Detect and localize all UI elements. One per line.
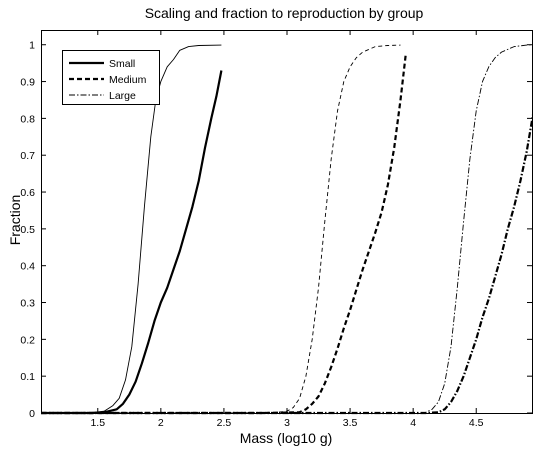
y-tick-label: 0.8 [20,113,35,125]
series-medium-thick-line [41,55,407,415]
series-small-thick-line [41,70,223,415]
y-tick-label: 0.6 [20,187,35,199]
x-tick-label: 2 [158,417,164,429]
chart-title: Scaling and fraction to reproduction by … [145,5,424,21]
legend-label-small: Small [109,58,135,70]
x-tick-label: 4 [410,417,416,429]
y-tick-label: 0 [29,408,35,420]
legend-box [62,50,160,105]
y-tick-label: 0.4 [20,261,35,273]
y-tick-label: 0.2 [20,334,35,346]
x-tick-label: 4.5 [469,417,484,429]
x-tick-label: 2.5 [217,417,232,429]
legend-label-large: Large [109,90,136,102]
y-tick-label: 0.1 [20,371,35,383]
series-large-thick-line [41,114,533,415]
y-tick-label: 0.7 [20,150,35,162]
y-tick-label: 1 [29,40,35,52]
series-medium-thin-line [41,44,401,414]
x-tick-label: 3 [284,417,290,429]
y-axis-label: Fraction [7,195,23,246]
y-tick-label: 0.9 [20,77,35,89]
legend: Small Medium Large [62,50,160,105]
y-tick-label: 0.3 [20,298,35,310]
y-tick-label: 0.5 [20,224,35,236]
series-layer [41,44,533,415]
series-large-thin-line [41,44,533,414]
axis-ticks: 1.5 2 2.5 3 3.5 4 4.5 0 0.1 0.2 0.3 0.4 0.5 0.6 0.7 0.8… [20,30,532,429]
x-tick-label: 3.5 [343,417,358,429]
x-tick-label: 1.5 [90,417,105,429]
x-axis-label: Mass (log10 g) [240,430,333,446]
legend-label-medium: Medium [109,74,147,86]
